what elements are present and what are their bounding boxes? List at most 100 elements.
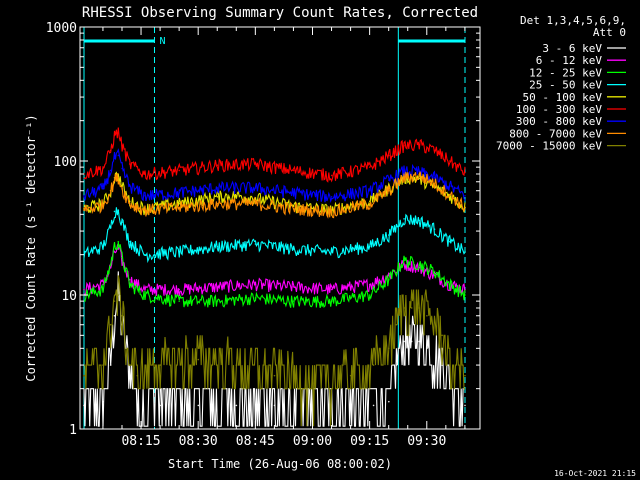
data-point [464, 294, 466, 296]
data-point [292, 248, 295, 250]
axes: 1 10 100 1000 08:15 08:30 08:45 09:00 09:15 09:30 [46, 21, 481, 449]
data-point [403, 259, 405, 262]
data-point [464, 374, 466, 377]
series-line-8 [84, 275, 465, 427]
data-point [433, 270, 436, 273]
x-tick-label: 08:15 [121, 434, 160, 449]
data-point [448, 240, 451, 243]
data-point [433, 176, 436, 179]
data-point [121, 188, 123, 190]
data-point [102, 167, 104, 170]
series-8 [83, 275, 466, 427]
data-point [388, 400, 390, 403]
data-point [418, 340, 421, 343]
data-point [83, 194, 85, 197]
data-point [121, 144, 123, 147]
data-point [395, 364, 398, 366]
data-point [292, 207, 295, 210]
data-point [136, 374, 139, 377]
data-point [273, 404, 276, 407]
series-7 [83, 171, 466, 219]
data-point [388, 179, 390, 181]
data-point [311, 382, 314, 384]
x-tick-label: 09:00 [293, 434, 332, 449]
data-point [292, 205, 295, 207]
data-point [128, 185, 131, 187]
series-line-0 [83, 271, 465, 427]
data-point [216, 300, 219, 302]
series-line-3 [83, 207, 466, 264]
legend-label: 25 - 50 keV [529, 79, 602, 92]
legend-label: 100 - 300 keV [516, 103, 602, 116]
data-point [254, 297, 257, 299]
data-point [403, 176, 405, 179]
y-tick-label: 1 [69, 423, 77, 438]
data-point [254, 163, 257, 165]
data-point [216, 245, 219, 248]
data-point [368, 245, 371, 248]
data-point [418, 144, 421, 146]
data-point [433, 182, 436, 185]
data-point [117, 176, 120, 179]
data-point [178, 202, 181, 205]
data-point [109, 189, 112, 192]
data-point [121, 167, 123, 170]
data-point [128, 202, 131, 205]
data-point [117, 294, 120, 296]
data-point [410, 307, 413, 309]
series-2 [83, 240, 466, 308]
data-point [403, 307, 405, 309]
data-point [388, 154, 390, 157]
y-tick-label: 1000 [46, 21, 77, 36]
data-point [433, 228, 436, 230]
data-point [178, 251, 181, 253]
timestamp-label: 16-Oct-2021 21:15 [554, 469, 636, 478]
legend-label: 3 - 6 keV [542, 42, 602, 55]
data-point [216, 196, 219, 198]
data-point [216, 187, 219, 189]
data-point [372, 404, 375, 407]
data-point [109, 364, 112, 366]
data-point [128, 374, 131, 377]
data-point [178, 191, 181, 194]
data-point [292, 169, 295, 172]
data-point [121, 256, 123, 259]
data-point [464, 404, 466, 407]
data-point [83, 374, 85, 377]
series-0 [83, 271, 466, 427]
data-point [178, 169, 181, 172]
data-point [83, 209, 85, 211]
series-line-6 [83, 148, 466, 204]
data-point [128, 200, 131, 203]
data-point [121, 314, 123, 317]
data-point [102, 400, 104, 403]
data-point [159, 364, 161, 366]
data-point [368, 166, 371, 168]
data-point [254, 283, 257, 286]
data-point [448, 283, 451, 286]
data-point [464, 194, 466, 197]
data-point [368, 200, 371, 203]
data-point [102, 188, 104, 190]
legend-label: 300 - 800 keV [516, 115, 602, 128]
data-point [418, 219, 421, 222]
data-point [216, 286, 219, 288]
x-axis-label: Start Time (26-Aug-06 08:00:02) [168, 457, 392, 471]
data-point [448, 364, 451, 366]
data-point [128, 283, 131, 286]
data-point [113, 314, 116, 317]
x-tick-label: 09:15 [350, 434, 389, 449]
plot-area: N [83, 27, 466, 429]
data-point [254, 243, 257, 245]
data-point [102, 245, 104, 248]
data-point [113, 134, 116, 137]
data-point [403, 144, 405, 147]
data-point [113, 300, 116, 302]
x-tick-label: 08:45 [236, 434, 275, 449]
data-point [330, 174, 333, 177]
data-point [197, 404, 200, 407]
data-point [144, 209, 146, 211]
data-point [448, 160, 451, 162]
data-point [433, 149, 436, 152]
data-point [109, 266, 112, 269]
